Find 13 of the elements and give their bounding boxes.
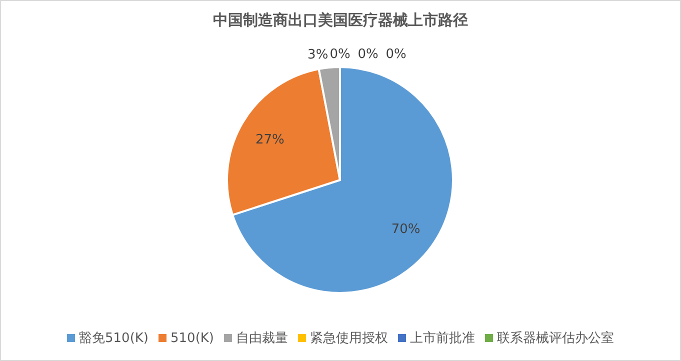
- data-label: 70%: [391, 222, 420, 237]
- chart-title: 中国制造商出口美国医疗器械上市路径: [213, 11, 468, 29]
- text: 0%: [330, 47, 350, 62]
- legend-label: 自由裁量: [236, 331, 288, 346]
- legend-label: 上市前批准: [410, 331, 475, 346]
- data-label: 3%: [308, 48, 328, 63]
- legend-label: 510(K): [170, 331, 214, 346]
- data-label: 27%: [256, 132, 284, 148]
- text: 0%: [386, 47, 406, 62]
- legend-label: 紧急使用授权: [310, 331, 388, 346]
- legend-label: 联系器械评估办公室: [496, 330, 614, 346]
- legend-label: 豁免510(K): [79, 331, 148, 346]
- text: 0%: [358, 47, 378, 62]
